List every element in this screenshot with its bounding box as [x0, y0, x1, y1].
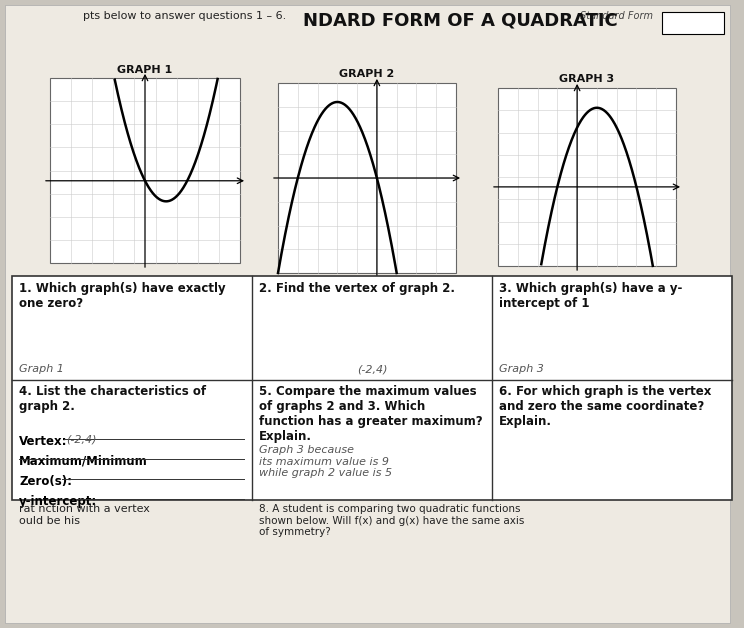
Text: 6. For which graph is the vertex
and zero the same coordinate?
Explain.: 6. For which graph is the vertex and zer… [499, 385, 711, 428]
Bar [498, 88, 676, 266]
Text: 4. List the characteristics of
graph 2.: 4. List the characteristics of graph 2. [19, 385, 206, 413]
Text: Graph 3 because
its maximum value is 9
while graph 2 value is 5: Graph 3 because its maximum value is 9 w… [259, 445, 392, 478]
Bar [12, 276, 732, 500]
Text: 8. A student is comparing two quadratic functions
shown below. Will f(x) and g(x: 8. A student is comparing two quadratic … [259, 504, 525, 537]
Text: (-2,4): (-2,4) [66, 434, 97, 444]
Text: Standard Form: Standard Form [580, 11, 653, 21]
Text: pts below to answer questions 1 – 6.: pts below to answer questions 1 – 6. [83, 11, 286, 21]
Text: 2. Find the vertex of graph 2.: 2. Find the vertex of graph 2. [259, 282, 455, 295]
Text: 3. Which graph(s) have a y-
intercept of 1: 3. Which graph(s) have a y- intercept of… [499, 282, 682, 310]
Text: NDARD FORM OF A QUADRATIC: NDARD FORM OF A QUADRATIC [303, 11, 618, 29]
Text: GRAPH 1: GRAPH 1 [118, 65, 173, 75]
Text: rat nction with a vertex
ould be his: rat nction with a vertex ould be his [19, 504, 150, 526]
Text: y-intercept:: y-intercept: [19, 495, 97, 508]
Text: Graph 1: Graph 1 [19, 364, 64, 374]
Text: (-2,4): (-2,4) [357, 364, 387, 374]
Text: GRAPH 2: GRAPH 2 [339, 69, 394, 79]
Bar [278, 83, 456, 273]
Bar [662, 12, 724, 34]
Text: Vertex:: Vertex: [19, 435, 68, 448]
Text: Zero(s):: Zero(s): [19, 475, 72, 488]
Text: 1. Which graph(s) have exactly
one zero?: 1. Which graph(s) have exactly one zero? [19, 282, 225, 310]
Text: Graph 3: Graph 3 [499, 364, 544, 374]
Bar [50, 78, 240, 263]
Text: Maximum/Minimum: Maximum/Minimum [19, 455, 148, 468]
Text: GRAPH 3: GRAPH 3 [559, 74, 615, 84]
Text: 5. Compare the maximum values
of graphs 2 and 3. Which
function has a greater ma: 5. Compare the maximum values of graphs … [259, 385, 483, 443]
